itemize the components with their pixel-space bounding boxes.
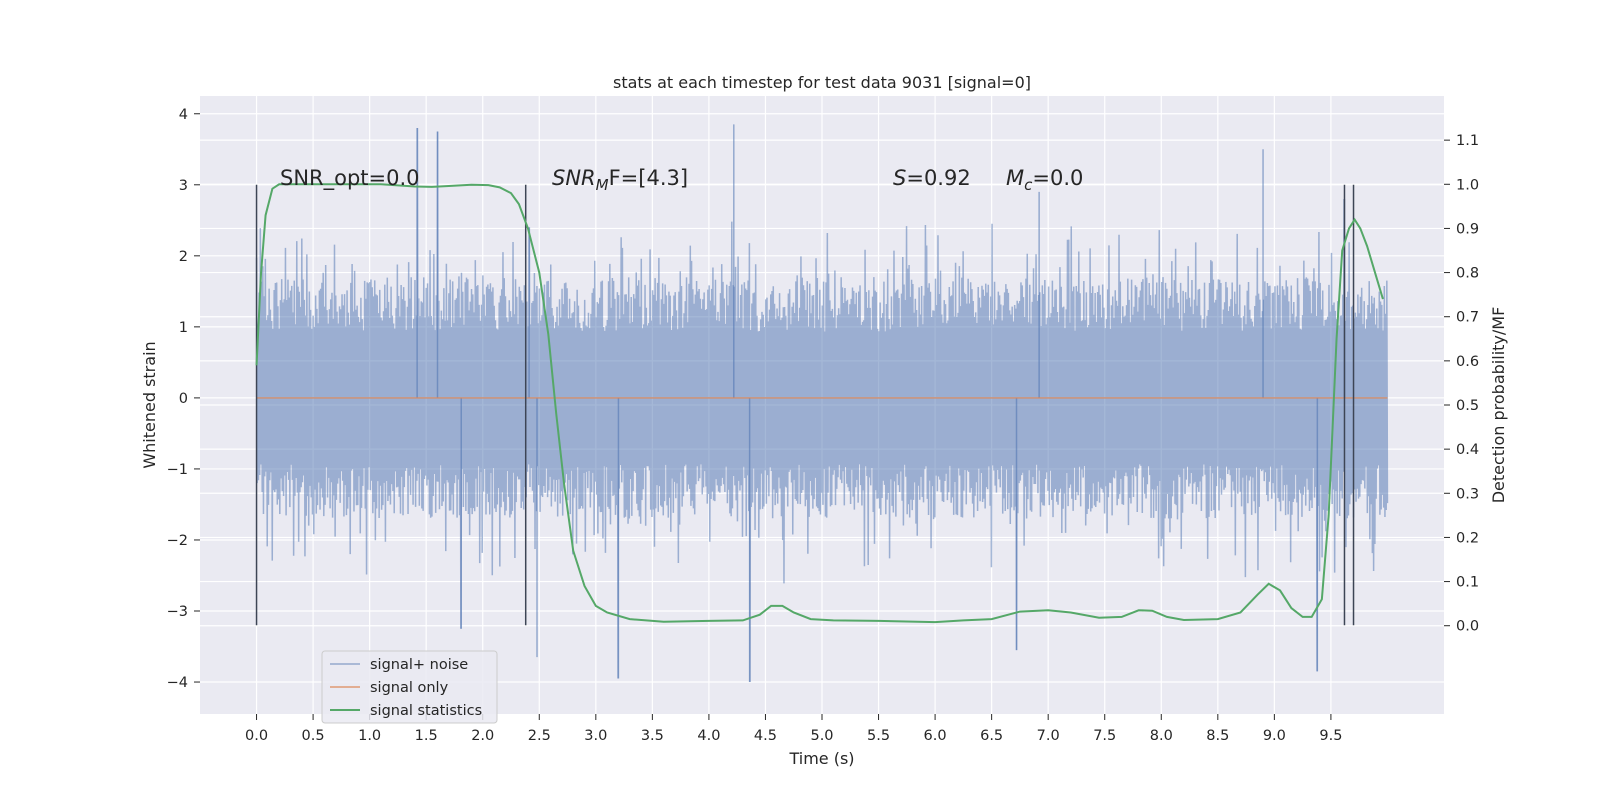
s-value: =0.92 bbox=[906, 166, 970, 190]
x-tick-label: 8.5 bbox=[1206, 728, 1229, 744]
y-tick-label: 1 bbox=[179, 320, 188, 336]
y2-tick-label: 0.1 bbox=[1456, 575, 1479, 591]
y2-tick-label: 0.0 bbox=[1456, 619, 1479, 635]
mc-subscript: c bbox=[1024, 176, 1033, 194]
x-tick-label: 0.5 bbox=[302, 728, 325, 744]
y-tick-label: −1 bbox=[167, 462, 188, 478]
annotation-s: S=0.92 bbox=[893, 166, 971, 190]
legend-label-signal-only: signal only bbox=[370, 680, 449, 696]
x-tick-label: 4.5 bbox=[754, 728, 777, 744]
legend-label-statistics: signal statistics bbox=[370, 703, 482, 719]
y-axis-label: Whitened strain bbox=[140, 341, 159, 468]
y-tick-label: −2 bbox=[167, 533, 188, 549]
y-tick-label: 4 bbox=[179, 107, 188, 123]
legend: signal+ noise signal only signal statist… bbox=[321, 650, 498, 724]
y-tick-label: 3 bbox=[179, 178, 188, 194]
x-tick-label: 7.5 bbox=[1093, 728, 1116, 744]
x-tick-label: 0.0 bbox=[245, 728, 268, 744]
x-tick-label: 7.0 bbox=[1037, 728, 1060, 744]
x-axis-label: Time (s) bbox=[788, 749, 854, 768]
x-tick-label: 3.5 bbox=[641, 728, 664, 744]
x-tick-label: 2.0 bbox=[471, 728, 494, 744]
x-tick-label: 5.5 bbox=[867, 728, 890, 744]
y-tick-label: 0 bbox=[179, 391, 188, 407]
signal-noise-line bbox=[255, 127, 1389, 683]
snr-mf-subscript: M bbox=[596, 176, 609, 194]
signal-statistics-series bbox=[255, 183, 1384, 624]
x-tick-label: 9.0 bbox=[1263, 728, 1286, 744]
y2-tick-label: 0.3 bbox=[1456, 486, 1479, 502]
annotation-mc: Mc=0.0 bbox=[1006, 166, 1083, 194]
y2-tick-label: 1.0 bbox=[1456, 177, 1479, 193]
y2-tick-label: 0.2 bbox=[1456, 530, 1479, 546]
legend-box bbox=[321, 650, 498, 724]
chart-title: stats at each timestep for test data 903… bbox=[613, 73, 1031, 92]
axis-ticks: 0.0 0.5 1.0 1.5 2.0 2.5 3.0 3.5 4.0 4.5 5.0 5.5 6.0 6… bbox=[167, 107, 1479, 744]
y-tick-label: 2 bbox=[179, 249, 188, 265]
x-tick-label: 1.5 bbox=[415, 728, 438, 744]
y2-tick-label: 0.7 bbox=[1456, 310, 1479, 326]
y2-tick-label: 0.4 bbox=[1456, 442, 1479, 458]
y-tick-label: −4 bbox=[167, 675, 188, 691]
y2-tick-label: 1.1 bbox=[1456, 133, 1479, 149]
s-symbol: S bbox=[893, 166, 906, 190]
x-tick-label: 6.0 bbox=[924, 728, 947, 744]
x-tick-label: 4.0 bbox=[697, 728, 720, 744]
y2-tick-label: 0.5 bbox=[1456, 398, 1479, 414]
x-tick-label: 6.5 bbox=[980, 728, 1003, 744]
x-tick-label: 8.0 bbox=[1150, 728, 1173, 744]
mc-value: =0.0 bbox=[1032, 166, 1083, 190]
annotation-snr-mf: SNRMF=[4.3] bbox=[552, 166, 688, 194]
x-tick-label: 2.5 bbox=[528, 728, 551, 744]
y2-tick-label: 0.8 bbox=[1456, 266, 1479, 282]
snr-mf-symbol: SNR bbox=[552, 166, 596, 190]
y2-tick-label: 0.6 bbox=[1456, 354, 1479, 370]
annotation-snr-opt: SNR_opt=0.0 bbox=[280, 166, 420, 191]
snr-mf-value: F=[4.3] bbox=[609, 166, 688, 190]
y2-axis-label: Detection probability/MF bbox=[1489, 307, 1508, 504]
y2-tick-label: 0.9 bbox=[1456, 221, 1479, 237]
legend-label-noise: signal+ noise bbox=[370, 657, 468, 673]
x-tick-label: 9.5 bbox=[1319, 728, 1342, 744]
x-tick-label: 1.0 bbox=[358, 728, 381, 744]
mc-symbol: M bbox=[1006, 166, 1024, 190]
marker-lines bbox=[255, 184, 1355, 626]
y-tick-label: −3 bbox=[167, 604, 188, 620]
x-tick-label: 5.0 bbox=[810, 728, 833, 744]
x-tick-label: 3.0 bbox=[584, 728, 607, 744]
signal-noise-series bbox=[255, 124, 1389, 683]
